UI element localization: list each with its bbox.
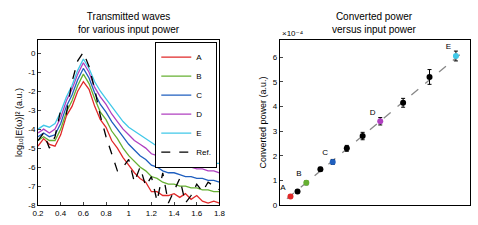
svg-text:0.6: 0.6 [78,209,90,218]
svg-text:-1: -1 [28,68,36,77]
svg-text:5: 5 [273,78,278,87]
svg-text:1: 1 [273,176,278,185]
svg-text:-5: -5 [28,144,36,153]
svg-text:C: C [322,148,328,157]
svg-text:1: 1 [126,209,131,218]
svg-text:C: C [196,91,202,100]
svg-text:log₁₀|E(ω)|² (a.u.): log₁₀|E(ω)|² (a.u.) [14,88,24,157]
svg-text:0: 0 [31,49,36,58]
svg-text:-2: -2 [28,87,36,96]
svg-text:0.4: 0.4 [55,209,67,218]
svg-text:Converted power (a.u.): Converted power (a.u.) [258,76,268,168]
svg-text:Ref.: Ref. [196,148,211,157]
svg-text:-7: -7 [28,182,36,191]
svg-text:D: D [196,110,202,119]
svg-text:0: 0 [273,201,278,210]
svg-text:2: 2 [273,152,278,161]
svg-text:-4: -4 [28,125,36,134]
svg-text:Converted powerversus input po: Converted powerversus input power [332,11,417,35]
svg-text:A: A [196,53,202,62]
svg-text:×10⁻⁴: ×10⁻⁴ [282,29,304,38]
svg-text:-3: -3 [28,106,36,115]
svg-text:0.2: 0.2 [32,209,44,218]
svg-text:6: 6 [273,53,278,62]
svg-text:A: A [280,183,286,192]
svg-text:D: D [370,108,376,117]
svg-text:E: E [196,129,201,138]
svg-text:Transmitted wavesfor various i: Transmitted wavesfor various input power [78,11,180,35]
svg-text:3: 3 [273,127,278,136]
svg-text:B: B [196,72,201,81]
svg-text:1.8: 1.8 [214,209,226,218]
svg-text:-8: -8 [28,201,36,210]
svg-text:E: E [446,42,451,51]
svg-text:B: B [296,169,301,178]
svg-text:1.2: 1.2 [146,209,158,218]
svg-text:4: 4 [273,102,278,111]
svg-text:-6: -6 [28,163,36,172]
svg-text:1.6: 1.6 [191,209,203,218]
svg-text:1.4: 1.4 [169,209,181,218]
svg-text:0.8: 0.8 [100,209,112,218]
